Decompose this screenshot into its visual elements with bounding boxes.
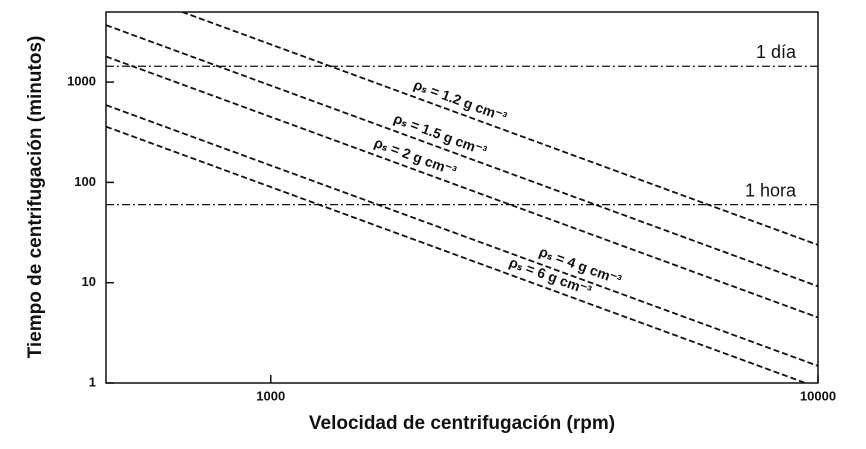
y-tick-label: 10 (82, 274, 96, 289)
series-line (106, 24, 818, 288)
series-line (106, 55, 818, 319)
series-line (179, 12, 818, 246)
reference-label: 1 día (756, 42, 797, 62)
y-axis-title: Tiempo de centrifugación (minutos) (25, 36, 46, 359)
plot-frame (105, 11, 819, 384)
plot-area (106, 12, 818, 383)
y-tick-label: 1000 (67, 74, 96, 89)
x-tick-label: 10000 (800, 388, 836, 403)
reference-label: 1 hora (745, 180, 797, 200)
series-label: ρₛ = 1.2 g cm⁻³ (412, 76, 510, 125)
x-axis-title: Velocidad de centrifugación (rpm) (309, 413, 615, 434)
y-tick-label: 1 (89, 374, 96, 389)
series-line (106, 104, 818, 367)
y-tick-label: 100 (74, 174, 96, 189)
x-tick-label: 1000 (256, 388, 285, 403)
series-line (106, 125, 809, 383)
